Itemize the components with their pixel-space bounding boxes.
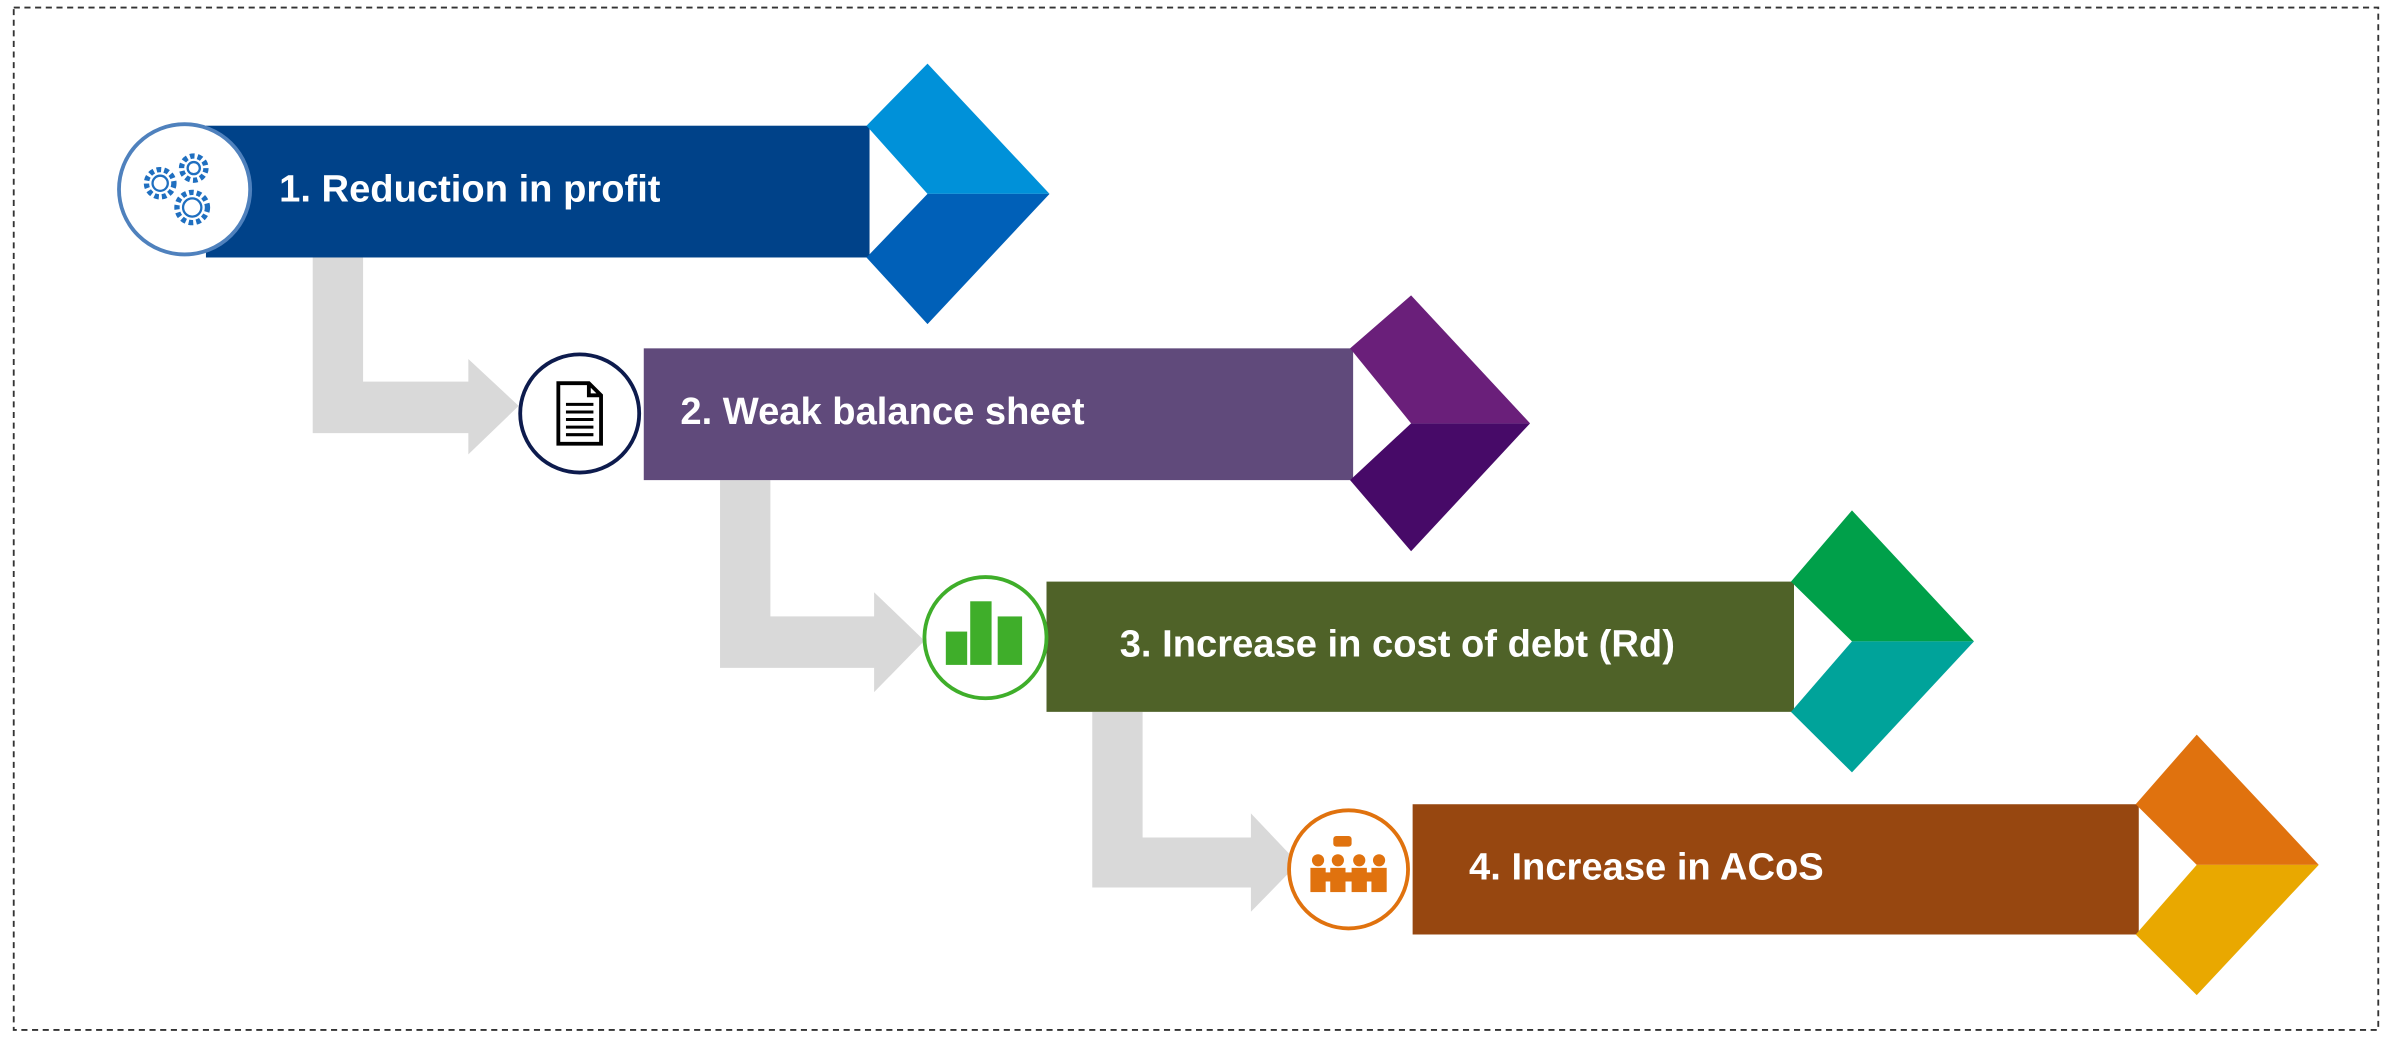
step-bar — [205, 125, 870, 258]
gear-hub — [186, 160, 201, 176]
connector — [312, 257, 519, 455]
step-label: 4. Increase in ACoS — [1469, 846, 1824, 888]
chevron-bottom — [866, 193, 1050, 325]
step-bar — [1412, 804, 2139, 935]
table — [1321, 872, 1377, 882]
gear-hub — [181, 197, 203, 218]
icon — [945, 601, 1023, 665]
chevron-top — [866, 63, 1050, 194]
step-label: 2. Weak balance sheet — [680, 391, 1085, 433]
icon-circle — [1287, 808, 1410, 931]
chevron-bottom — [1790, 641, 1975, 773]
chevron-top — [2135, 734, 2319, 865]
step-label: 3. Increase in cost of debt (Rd) — [1120, 624, 1675, 666]
person-head — [1353, 854, 1366, 867]
person-head — [1331, 854, 1344, 867]
person-body — [1310, 867, 1326, 893]
gear — [174, 189, 211, 226]
person-head — [1311, 854, 1325, 867]
building — [970, 601, 992, 665]
connector — [720, 480, 925, 693]
person-body — [1330, 867, 1346, 893]
speech — [1333, 836, 1352, 847]
gear — [178, 153, 209, 183]
connector — [1092, 711, 1299, 912]
person-body — [1371, 867, 1387, 893]
icon — [1310, 836, 1387, 893]
person-head — [1372, 854, 1386, 867]
icon-circle — [117, 122, 253, 257]
gear — [143, 166, 177, 200]
chevron-bottom — [2135, 864, 2319, 996]
chevron-bottom — [1350, 423, 1531, 552]
frame — [12, 6, 2380, 1031]
step-label: 1. Reduction in profit — [279, 169, 661, 211]
step-bar — [1046, 581, 1794, 712]
icon — [143, 153, 211, 226]
building — [945, 631, 968, 665]
person-body — [1351, 867, 1367, 893]
chevron-top — [1350, 295, 1531, 424]
chevron-top — [1790, 510, 1975, 642]
gear-hub — [151, 174, 169, 192]
step-bar — [643, 348, 1354, 481]
icon — [556, 381, 603, 446]
building — [997, 616, 1023, 665]
